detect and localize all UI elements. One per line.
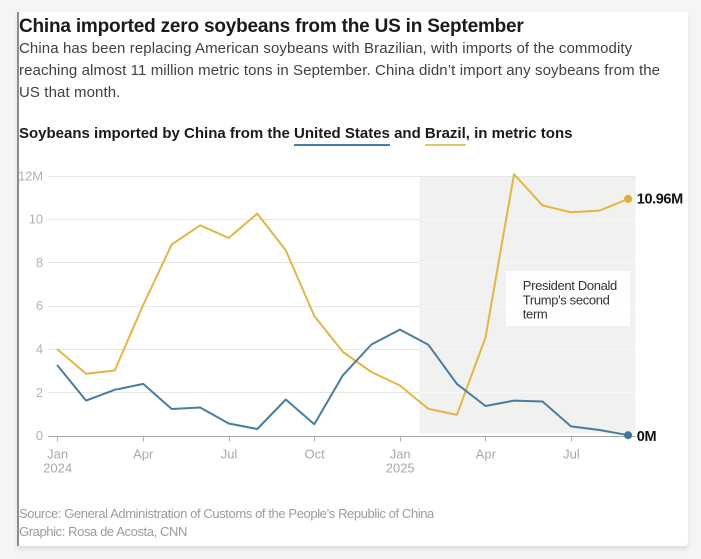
svg-text:Jul: Jul — [563, 447, 580, 462]
svg-text:2025: 2025 — [386, 461, 415, 476]
svg-text:Apr: Apr — [476, 447, 497, 462]
svg-text:2024: 2024 — [43, 461, 72, 476]
svg-text:Jan: Jan — [47, 447, 68, 462]
svg-text:Trump's second: Trump's second — [523, 292, 610, 307]
svg-text:Oct: Oct — [304, 447, 325, 462]
svg-text:Jul: Jul — [221, 447, 238, 462]
svg-text:6: 6 — [36, 298, 43, 313]
svg-text:0M: 0M — [637, 429, 657, 445]
svg-text:4: 4 — [36, 342, 43, 357]
svg-text:0: 0 — [36, 428, 43, 443]
svg-text:2: 2 — [36, 385, 43, 400]
svg-text:term: term — [523, 307, 548, 322]
svg-text:8: 8 — [36, 255, 43, 270]
svg-text:Apr: Apr — [133, 447, 154, 462]
svg-text:12M: 12M — [18, 168, 43, 183]
svg-text:10.96M: 10.96M — [637, 192, 683, 208]
svg-text:President Donald: President Donald — [523, 278, 617, 293]
svg-text:10: 10 — [29, 212, 43, 227]
svg-text:Jan: Jan — [390, 447, 411, 462]
